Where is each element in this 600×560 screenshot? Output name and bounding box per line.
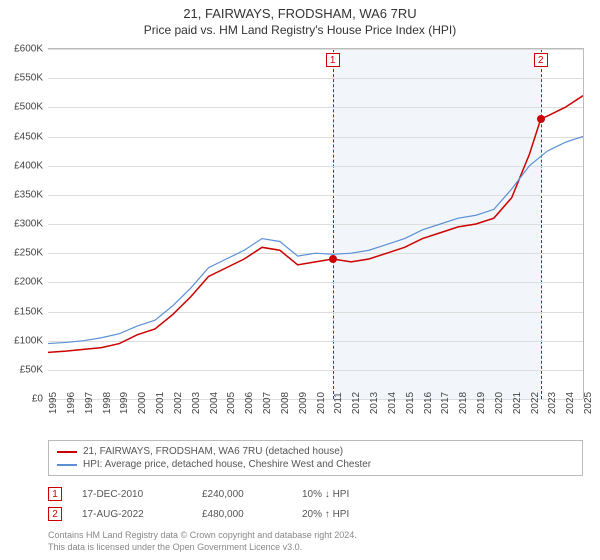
event-price: £480,000 [202, 509, 282, 520]
y-axis-label: £350K [14, 189, 43, 200]
marker-dot-1 [329, 255, 337, 263]
footer-text: Contains HM Land Registry data © Crown c… [48, 530, 583, 553]
event-marker: 2 [48, 507, 62, 521]
y-axis-label: £150K [14, 306, 43, 317]
y-axis-label: £450K [14, 131, 43, 142]
chart-lines [48, 49, 583, 399]
events-table: 1 17-DEC-2010 £240,000 10% ↓ HPI 2 17-AUG-202… [48, 484, 583, 524]
event-date: 17-AUG-2022 [82, 509, 182, 520]
y-axis-label: £400K [14, 160, 43, 171]
legend-item-property: 21, FAIRWAYS, FRODSHAM, WA6 7RU (detache… [57, 445, 574, 458]
price-chart: 12£0£50K£100K£150K£200K£250K£300K£350K£4… [48, 48, 584, 399]
legend-area: 21, FAIRWAYS, FRODSHAM, WA6 7RU (detache… [48, 440, 583, 553]
y-axis-label: £0 [32, 394, 43, 405]
series-property [48, 96, 583, 353]
y-axis-label: £50K [20, 364, 43, 375]
event-marker: 1 [48, 487, 62, 501]
y-axis-label: £550K [14, 73, 43, 84]
y-axis-label: £600K [14, 44, 43, 55]
event-row: 1 17-DEC-2010 £240,000 10% ↓ HPI [48, 484, 583, 504]
swatch-property [57, 451, 77, 453]
marker-dot-2 [537, 115, 545, 123]
legend-box: 21, FAIRWAYS, FRODSHAM, WA6 7RU (detache… [48, 440, 583, 476]
event-date: 17-DEC-2010 [82, 489, 182, 500]
footer-line-1: Contains HM Land Registry data © Crown c… [48, 530, 583, 542]
y-axis-label: £200K [14, 277, 43, 288]
event-delta: 10% ↓ HPI [302, 489, 349, 500]
event-price: £240,000 [202, 489, 282, 500]
page-title: 21, FAIRWAYS, FRODSHAM, WA6 7RU [0, 6, 600, 21]
page-subtitle: Price paid vs. HM Land Registry's House … [0, 23, 600, 37]
footer-line-2: This data is licensed under the Open Gov… [48, 542, 583, 554]
event-row: 2 17-AUG-2022 £480,000 20% ↑ HPI [48, 504, 583, 524]
y-axis-label: £100K [14, 335, 43, 346]
legend-label-property: 21, FAIRWAYS, FRODSHAM, WA6 7RU (detache… [83, 446, 343, 457]
series-hpi [48, 137, 583, 344]
swatch-hpi [57, 464, 77, 466]
y-axis-label: £250K [14, 248, 43, 259]
legend-item-hpi: HPI: Average price, detached house, Ches… [57, 458, 574, 471]
y-axis-label: £500K [14, 102, 43, 113]
x-axis-label: 2025 [583, 392, 594, 414]
event-delta: 20% ↑ HPI [302, 509, 349, 520]
legend-label-hpi: HPI: Average price, detached house, Ches… [83, 459, 371, 470]
y-axis-label: £300K [14, 219, 43, 230]
